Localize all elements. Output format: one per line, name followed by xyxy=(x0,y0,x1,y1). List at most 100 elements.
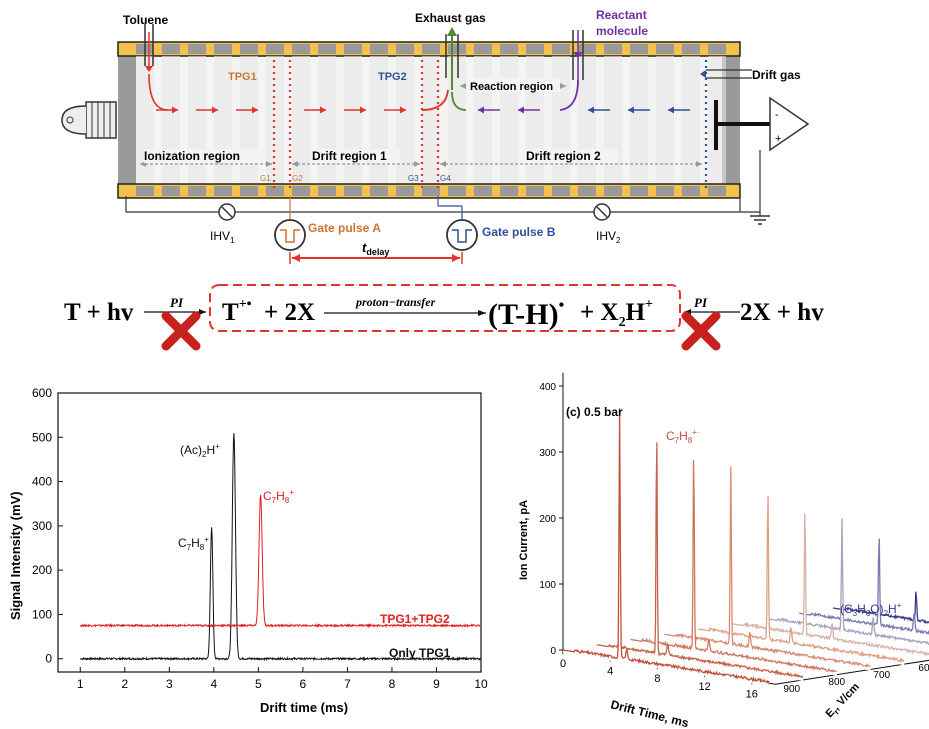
series-E-900 xyxy=(562,408,770,685)
x-tick-label: 4 xyxy=(607,666,613,678)
electrode-ring xyxy=(448,186,466,196)
electrode-shadow xyxy=(344,56,362,184)
flow-arrow-head xyxy=(588,106,594,114)
g3-label: G3 xyxy=(408,174,419,183)
electrode-shadow xyxy=(188,56,206,184)
electrode-ring xyxy=(604,44,622,54)
series-E-500 xyxy=(799,538,929,636)
electrode-ring xyxy=(526,44,544,54)
y-tick-label: 400 xyxy=(539,382,556,393)
flow-arrow-head xyxy=(212,106,218,114)
ion-to-exhaust-path xyxy=(421,89,449,111)
gate-pulse-a-icon xyxy=(274,219,306,251)
electrode-ring xyxy=(214,186,232,196)
chart1-xlabel: Drift time (ms) xyxy=(260,700,348,715)
y-tick-label: 200 xyxy=(32,563,52,577)
blocked-x-icon-left xyxy=(161,311,201,351)
electrode-ring xyxy=(682,186,700,196)
electrode-ring xyxy=(708,186,726,196)
toluene-flow-path xyxy=(148,73,169,111)
toluene-label: Toluene xyxy=(123,13,168,27)
chart1-frame xyxy=(57,392,482,673)
series-E-400 xyxy=(832,591,929,624)
y-tick-label: 500 xyxy=(32,430,52,444)
electrode-shadow xyxy=(422,56,440,184)
chart2-ylabel: Ion Current, pA xyxy=(518,500,530,580)
y-tick-label: 0 xyxy=(45,652,52,666)
electrode-ring xyxy=(656,186,674,196)
electrode-shadow xyxy=(604,56,622,184)
x-tick-label: 10 xyxy=(474,677,488,691)
exhaust-outlet xyxy=(445,27,459,90)
electrode-shadow xyxy=(162,56,180,184)
annotation-c7h8-black: C7H8+ xyxy=(178,535,209,552)
electrode-ring xyxy=(474,186,492,196)
right-plate xyxy=(722,50,740,190)
y-tick-label: 100 xyxy=(539,580,556,591)
ihv1-supply-icon xyxy=(218,203,236,221)
g1-label: G1 xyxy=(260,174,271,183)
ground-icon xyxy=(750,150,770,225)
flow-arrow-head xyxy=(172,106,178,114)
electrode-ring xyxy=(344,44,362,54)
flow-arrow-head xyxy=(320,106,326,114)
electrode-ring xyxy=(578,44,596,54)
eq-left: T + hv xyxy=(64,299,134,326)
reactant-inlet xyxy=(572,30,584,80)
electrode-ring xyxy=(214,44,232,54)
flow-arrow-head xyxy=(668,106,674,114)
ihv2-supply-icon xyxy=(593,203,611,221)
flow-arrow-head xyxy=(518,106,524,114)
x-tick-label: 9 xyxy=(433,677,440,691)
electrode-ring xyxy=(136,186,154,196)
flow-arrow-head xyxy=(478,106,484,114)
ihv1-label: IHV1 xyxy=(210,229,235,245)
x-tick-label: 16 xyxy=(746,688,758,700)
x-tick-label: 5 xyxy=(255,677,262,691)
electrode-ring xyxy=(266,186,284,196)
electrode-ring xyxy=(526,186,544,196)
electrode-ring xyxy=(682,44,700,54)
y-tick-label: 400 xyxy=(32,475,52,489)
electrode-ring xyxy=(474,44,492,54)
eq-proton-transfer: proton−transfer xyxy=(355,295,436,309)
exhaust-gas-label: Exhaust gas xyxy=(415,11,486,25)
electrode-ring xyxy=(448,44,466,54)
eq-plus-2x: + 2X xyxy=(264,299,315,326)
electrode-ring xyxy=(344,186,362,196)
electrode-ring xyxy=(292,186,310,196)
toluene-inlet xyxy=(144,24,154,72)
drift-region-1-label: Drift region 1 xyxy=(312,149,387,163)
y-tick-label: 200 xyxy=(539,514,556,525)
electrode-ring xyxy=(500,186,518,196)
y-tick-label: 600 xyxy=(32,386,52,400)
chart2-title: (c) 0.5 bar xyxy=(566,405,623,419)
electrode-ring xyxy=(422,44,440,54)
region-spans xyxy=(140,161,702,167)
gate-pulse-b-icon xyxy=(446,219,478,251)
x-tick-label: 3 xyxy=(166,677,173,691)
amplifier-icon xyxy=(769,96,810,152)
eq-product: (T-H)• xyxy=(488,297,564,331)
electrode-ring xyxy=(578,186,596,196)
reaction-region-label: Reaction region xyxy=(470,81,553,93)
y-tick-label: 0 xyxy=(550,646,556,657)
electrode-ring xyxy=(162,44,180,54)
electrode-ring xyxy=(370,44,388,54)
x-tick-label: 12 xyxy=(698,681,710,693)
electrode-ring xyxy=(396,44,414,54)
series-E-600 xyxy=(765,518,929,646)
series-E-650 xyxy=(731,513,929,657)
x-tick-label: 8 xyxy=(389,677,396,691)
electrode-shadow xyxy=(578,56,596,184)
annotation-c7h8-radical: C7H8+· xyxy=(666,428,700,445)
flow-arrow-head xyxy=(628,106,634,114)
series-only-tpg1 xyxy=(80,433,482,662)
reactant-label-line2: molecule xyxy=(596,24,648,38)
electrode-ring xyxy=(604,186,622,196)
product-box xyxy=(209,284,681,332)
drift-gas-inlet xyxy=(700,69,752,79)
annotation-acetone-dimer: (C3H6O)2H+ xyxy=(840,601,902,618)
series-fill xyxy=(833,591,929,627)
electrode-ring xyxy=(422,186,440,196)
